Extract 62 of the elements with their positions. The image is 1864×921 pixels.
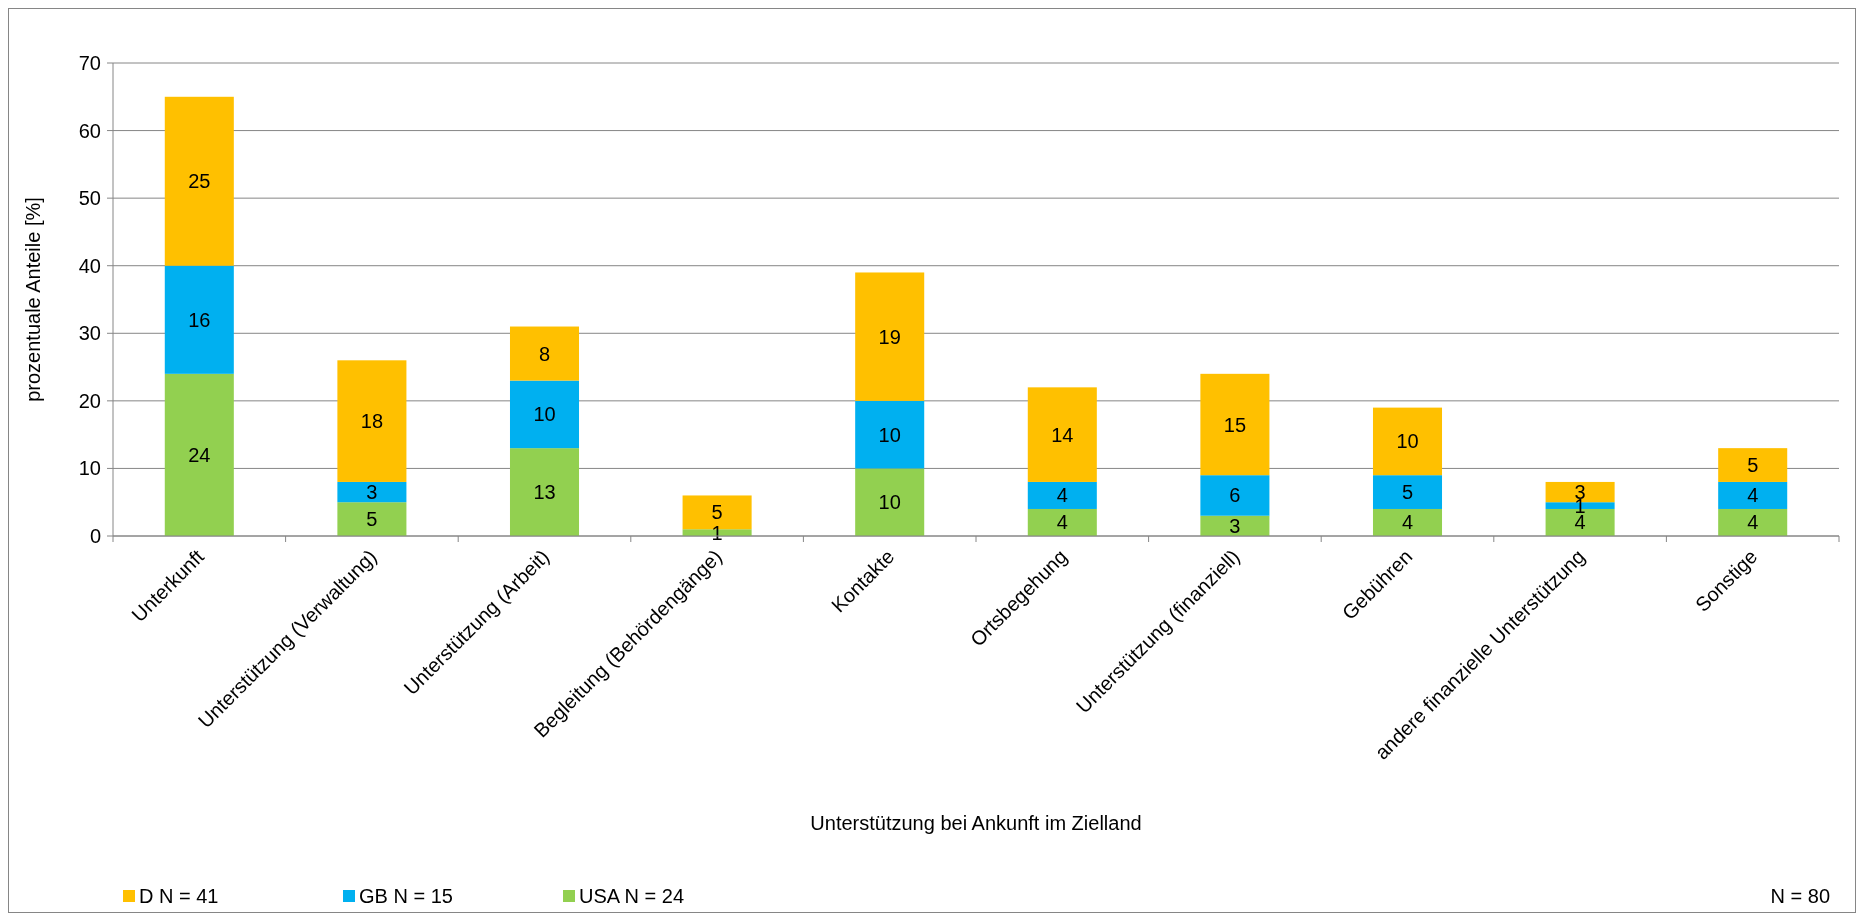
data-label: 10 [1396,430,1419,453]
bar [1718,481,1788,509]
text: N = 80 [1770,885,1830,907]
data-label: 5 [1401,481,1414,504]
data-label: 3 [1229,514,1241,537]
y-tick-label: 50 [78,187,101,210]
data-label: 4 [1747,511,1759,534]
data-label: 10 [533,403,556,426]
legend-label: D N = 41 [139,885,219,907]
data-label: 19 [878,325,901,348]
y-tick-label: 20 [78,389,101,412]
data-label: 10 [878,491,901,514]
bar [509,448,580,536]
bar [855,272,925,401]
data-label: 4 [1401,511,1414,534]
y-tick-label: 60 [78,119,101,142]
legend-label: GB N = 15 [359,885,453,907]
data-label: 5 [1747,454,1759,477]
data-label: 24 [188,443,211,466]
bar [164,265,234,374]
bar [164,373,234,536]
bar [1718,508,1788,536]
data-label: 18 [360,410,384,433]
data-label: 8 [538,342,551,365]
y-tick-label: 0 [89,525,101,547]
bar [1372,407,1443,476]
data-label: 4 [1056,511,1068,534]
data-label: 13 [533,481,556,504]
bar [509,380,580,449]
bar [1027,387,1097,482]
bar [1372,475,1443,509]
data-label: 25 [188,170,211,193]
data-label: 6 [1229,484,1241,507]
bar [1027,481,1097,509]
legend-label: USA N = 24 [579,885,685,907]
data-label: 14 [1051,423,1074,446]
x-axis-title: Unterstützung bei Ankunft im Zielland [810,812,1142,834]
data-label: 3 [366,481,378,504]
bar [855,468,925,536]
bar [1027,508,1097,536]
data-label: 5 [366,508,378,531]
y-tick-label: 10 [78,457,101,480]
y-tick-label: 30 [78,322,101,345]
bar [337,360,407,482]
data-label: 16 [188,308,211,331]
data-label: 5 [711,501,723,524]
bar [1200,475,1270,516]
y-tick-label: 70 [78,52,101,74]
bar [337,502,407,536]
bar [855,400,925,469]
bar [1718,448,1788,482]
data-label: 15 [1223,413,1247,436]
data-label: 10 [878,423,901,446]
bar [337,481,407,503]
bar [1372,508,1443,536]
bar [509,326,580,381]
data-label: 4 [1747,484,1759,507]
bar [1200,373,1270,476]
y-tick-label: 40 [78,254,101,277]
data-label: 4 [1056,484,1068,507]
y-axis-title: prozentuale Anteile [%] [22,197,44,402]
bar [164,96,234,266]
